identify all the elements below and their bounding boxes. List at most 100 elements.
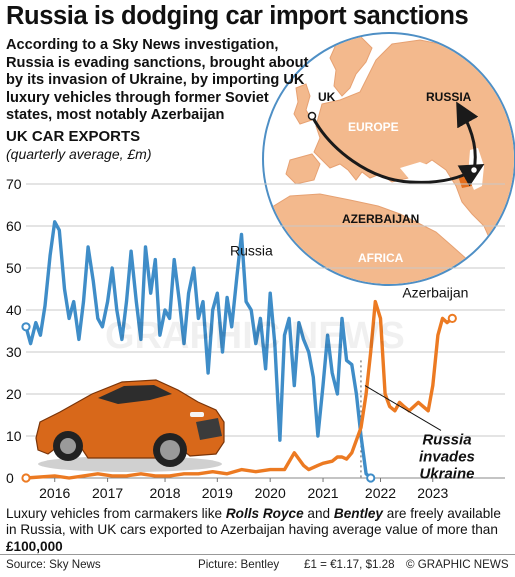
data-point-azerbaijan-18 <box>293 452 296 454</box>
data-point-russia-5 <box>49 254 51 257</box>
car-window <box>98 385 172 404</box>
data-point-russia-4 <box>44 305 46 307</box>
data-point-russia-55 <box>288 317 290 320</box>
data-point-russia-12 <box>82 300 85 303</box>
series-end-azerbaijan <box>447 313 457 323</box>
data-point-azerbaijan-3 <box>82 475 85 477</box>
data-point-russia-28 <box>159 334 161 336</box>
data-point-azerbaijan-8 <box>154 475 157 477</box>
annotation-invasion-line3: Ukraine <box>419 465 474 482</box>
data-point-azerbaijan-25 <box>341 456 343 458</box>
data-point-russia-65 <box>336 393 339 395</box>
series-start-russia <box>21 322 31 332</box>
headline: Russia is dodging car import sanctions <box>6 2 469 30</box>
data-point-russia-23 <box>135 300 138 303</box>
data-point-russia-56 <box>293 384 296 387</box>
data-point-azerbaijan-45 <box>446 321 448 324</box>
data-point-russia-47 <box>250 309 253 311</box>
data-point-russia-10 <box>72 300 75 303</box>
data-point-azerbaijan-1 <box>53 475 56 477</box>
y-tick-label-10: 10 <box>6 428 22 444</box>
intro-text: According to a Sky News investigation, R… <box>6 37 309 124</box>
data-point-azerbaijan-44 <box>441 317 444 320</box>
data-point-russia-25 <box>144 246 147 248</box>
x-tick-label-2023: 2023 <box>417 485 448 500</box>
chart-units: (quarterly average, £m) <box>6 146 152 162</box>
annotation-invasion-line1: Russia <box>422 431 471 448</box>
x-tick-label-2016: 2016 <box>39 485 70 500</box>
data-point-russia-17 <box>106 300 109 303</box>
y-tick-label-0: 0 <box>6 470 14 486</box>
brand-rolls-royce: Rolls Royce <box>225 506 304 521</box>
data-point-azerbaijan-13 <box>226 473 228 475</box>
data-point-azerbaijan-20 <box>307 468 310 471</box>
data-point-russia-37 <box>202 300 204 303</box>
data-point-russia-31 <box>173 258 176 261</box>
route-arrow-north <box>456 101 479 171</box>
data-point-russia-57 <box>298 321 300 324</box>
map-label-russia: RUSSIA <box>426 90 472 104</box>
data-point-russia-32 <box>178 300 181 303</box>
annotation-invasion-line2: invades <box>419 448 475 465</box>
data-point-azerbaijan-9 <box>168 475 171 477</box>
car-headlight <box>190 412 204 417</box>
data-point-russia-66 <box>341 317 343 320</box>
source-note: Source: Sky News <box>6 558 101 571</box>
data-point-azerbaijan-37 <box>398 401 401 404</box>
data-point-azerbaijan-6 <box>125 475 128 477</box>
data-point-russia-22 <box>130 250 132 252</box>
data-point-azerbaijan-15 <box>255 470 257 473</box>
data-point-azerbaijan-32 <box>374 300 377 303</box>
data-point-azerbaijan-5 <box>111 475 113 477</box>
data-point-russia-30 <box>168 317 171 320</box>
data-point-azerbaijan-22 <box>322 462 324 465</box>
data-point-russia-8 <box>63 288 66 290</box>
y-tick-label-40: 40 <box>6 302 22 318</box>
annotation-leader-line <box>364 385 442 431</box>
land-eurasia <box>313 39 514 251</box>
car-hub-front <box>160 440 180 460</box>
watermark: GRAPHIC NEWS <box>105 315 405 357</box>
data-point-russia-7 <box>58 229 61 231</box>
x-tick-label-2020: 2020 <box>255 485 286 500</box>
data-point-azerbaijan-23 <box>331 460 334 463</box>
data-point-russia-26 <box>149 292 152 294</box>
data-point-russia-50 <box>264 368 267 370</box>
series-end-russia <box>366 473 376 483</box>
series-start-azerbaijan <box>21 473 31 483</box>
data-point-azerbaijan-31 <box>369 351 372 353</box>
data-point-russia-71 <box>365 473 367 475</box>
data-point-azerbaijan-21 <box>317 464 319 467</box>
data-point-russia-35 <box>192 267 195 269</box>
data-point-russia-34 <box>187 292 190 294</box>
annotation-azerbaijan: Azerbaijan <box>402 284 468 300</box>
data-point-russia-67 <box>345 359 348 362</box>
data-point-russia-60 <box>312 376 315 378</box>
brand-bentley: Bentley <box>333 506 383 521</box>
data-point-azerbaijan-41 <box>427 410 429 412</box>
black-sea <box>400 162 436 180</box>
caption: Luxury vehicles from carmakers like Roll… <box>6 506 501 554</box>
data-point-azerbaijan-29 <box>360 426 362 429</box>
route-arrow <box>310 115 485 187</box>
y-tick-label-70: 70 <box>6 176 22 192</box>
data-point-azerbaijan-33 <box>379 317 382 320</box>
data-point-russia-62 <box>322 384 324 387</box>
x-tick-label-2018: 2018 <box>149 485 180 500</box>
data-point-azerbaijan-17 <box>283 468 286 471</box>
data-point-russia-45 <box>240 233 243 236</box>
data-point-azerbaijan-38 <box>403 405 405 408</box>
data-point-russia-33 <box>183 342 185 345</box>
data-point-azerbaijan-35 <box>388 405 391 408</box>
data-point-russia-42 <box>226 296 228 299</box>
exchange-rate-note: £1 = €1.17, $1.28 <box>304 558 395 571</box>
data-point-azerbaijan-14 <box>240 468 243 471</box>
data-point-russia-2 <box>34 321 37 324</box>
annotation-russia: Russia <box>230 242 273 258</box>
line-chart: 0 10 20 30 40 50 60 70 2016 2017 2018 2019 2020 2021 2… <box>6 176 505 500</box>
data-point-russia-38 <box>207 372 209 374</box>
uk-dot <box>307 111 317 121</box>
car-hub-rear <box>60 438 76 454</box>
data-point-russia-53 <box>279 439 281 442</box>
data-point-russia-54 <box>283 334 286 336</box>
